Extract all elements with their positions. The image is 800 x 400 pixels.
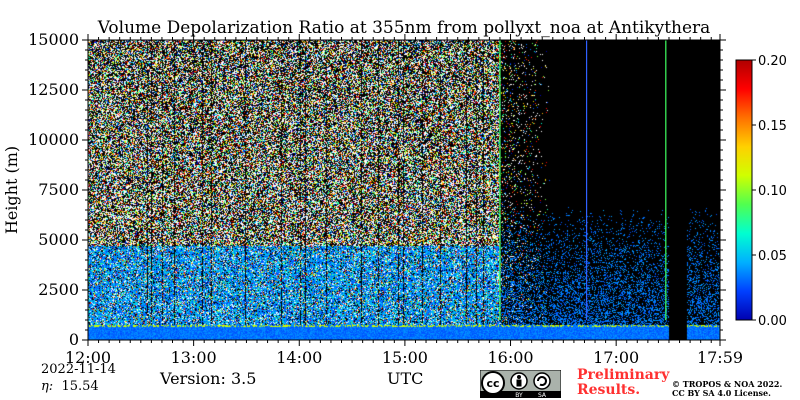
- y-tick-label: 12500: [28, 80, 79, 99]
- y-tick-label: 15000: [28, 30, 79, 49]
- colorbar-tick-label: 0.10: [758, 184, 787, 199]
- x-tick-label: 12:00: [65, 348, 111, 367]
- colorbar-tick-label: 0.05: [758, 249, 787, 264]
- date-label: 2022-11-14: [41, 362, 116, 377]
- y-tick-label: 2500: [38, 280, 79, 299]
- copyright-line-1: © TROPOS & NOA 2022.: [672, 379, 783, 389]
- x-axis-label: UTC: [387, 369, 424, 388]
- x-tick-label: 17:59: [697, 348, 743, 367]
- cc-icon: [481, 371, 505, 395]
- colorbar-tick-label: 0.00: [758, 314, 787, 329]
- y-tick-label: 10000: [28, 130, 79, 149]
- heatmap-field: [88, 40, 720, 340]
- colorbar-tick-label: 0.20: [758, 54, 787, 69]
- y-tick-label: 7500: [38, 180, 79, 199]
- copyright-label: © TROPOS & NOA 2022. CC BY SA 4.0 Licens…: [672, 380, 798, 398]
- version-label: Version: 3.5: [160, 369, 257, 388]
- eta-symbol: η:: [41, 379, 54, 394]
- colorbar-tick-label: 0.15: [758, 119, 787, 134]
- y-axis: 0 2500 5000 7500 10000 12500 15000: [28, 30, 726, 349]
- y-axis-label: Height (m): [2, 146, 21, 234]
- chart-title: Volume Depolarization Ratio at 355nm fro…: [97, 18, 711, 38]
- colorbar: 0.00 0.05 0.10 0.15 0.20: [735, 54, 787, 329]
- y-tick-label: 5000: [38, 230, 79, 249]
- x-tick-label: 13:00: [171, 348, 217, 367]
- sa-share-icon: [533, 372, 551, 390]
- x-tick-label: 17:00: [593, 348, 639, 367]
- cc-by-sa-badge: cc BY SA: [480, 370, 561, 398]
- x-tick-label: 16:00: [487, 348, 533, 367]
- eta-label: η: 15.54: [41, 379, 99, 394]
- copyright-line-2: CC BY SA 4.0 License.: [672, 388, 771, 398]
- x-axis: 12:00 13:00 14:00 15:00 16:00 17:00 17:59: [65, 34, 743, 367]
- preliminary-line-1: Preliminary: [577, 367, 670, 383]
- plot-area: [87, 39, 721, 341]
- preliminary-line-2: Results.: [577, 382, 641, 398]
- x-tick-label: 14:00: [276, 348, 322, 367]
- colorbar-gradient: [735, 59, 753, 321]
- sa-text: SA: [538, 392, 547, 398]
- preliminary-results-label: Preliminary Results.: [577, 368, 677, 398]
- by-text: BY: [515, 392, 523, 398]
- y-tick-label: 0: [69, 330, 79, 349]
- x-tick-label: 15:00: [382, 348, 428, 367]
- eta-value: 15.54: [61, 379, 99, 394]
- cc-text: cc: [486, 377, 499, 390]
